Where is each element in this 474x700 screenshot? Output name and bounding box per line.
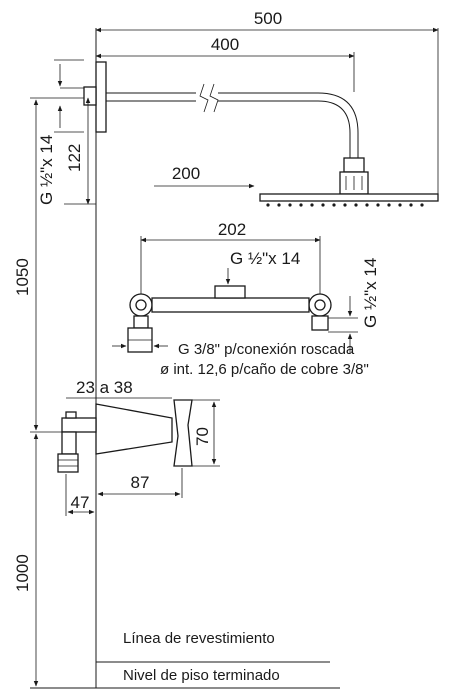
nozzle-dot: [398, 203, 402, 207]
dimension-47-label: 47: [71, 493, 90, 512]
nozzle-dot: [310, 203, 314, 207]
nozzle-dot: [321, 203, 325, 207]
dimension-1050-label: 1050: [13, 258, 32, 296]
shower-arm: [106, 83, 359, 158]
dimension-87-label: 87: [131, 473, 150, 492]
nozzle-dot: [354, 203, 358, 207]
mixer-spout: [57, 403, 173, 473]
wall-line-label: Línea de revestimiento: [123, 630, 275, 647]
nozzle-dot: [288, 203, 292, 207]
arm-thread-dimension: [54, 59, 84, 133]
valve-side-thread-dimension: [328, 296, 358, 354]
dimension-500-label: 500: [254, 9, 282, 28]
arm-thread-label: G ½"x 14: [37, 135, 56, 205]
dimension-1000: [30, 431, 62, 687]
connection-note-line2: ø int. 12,6 p/caño de cobre 3/8": [160, 361, 369, 378]
nozzle-dot: [277, 203, 281, 207]
nozzle-dot: [409, 203, 413, 207]
dimension-70: [192, 399, 220, 467]
dimension-47: [65, 474, 95, 516]
dimension-122-label: 122: [65, 144, 84, 172]
valve-side-thread-label: G ½"x 14: [361, 258, 380, 328]
dimension-400-label: 400: [211, 35, 239, 54]
dimension-122: [64, 97, 96, 205]
mixer-handle: [173, 399, 193, 467]
nozzle-dot: [365, 203, 369, 207]
dimension-23-38-label: 23 a 38: [76, 378, 133, 397]
floor-line-label: Nivel de piso terminado: [123, 667, 280, 684]
nozzle-dot: [332, 203, 336, 207]
dimension-87: [97, 468, 183, 498]
valve-body: [127, 285, 332, 353]
dimension-1000-label: 1000: [13, 554, 32, 592]
nozzle-dot: [420, 203, 424, 207]
dimension-400: [95, 52, 355, 92]
dimension-202: [140, 236, 321, 294]
shower-head: [259, 157, 439, 207]
dimension-500: [95, 27, 439, 194]
nozzle-dot: [376, 203, 380, 207]
nozzle-dot: [343, 203, 347, 207]
dimension-1050: [30, 97, 84, 431]
dimension-70-label: 70: [193, 427, 212, 446]
valve-top-thread-label: G ½"x 14: [230, 249, 300, 268]
nozzle-row: [266, 203, 424, 207]
nozzle-dot: [387, 203, 391, 207]
dimension-202-label: 202: [218, 220, 246, 239]
wall-flange: [83, 61, 107, 133]
nozzle-dot: [299, 203, 303, 207]
dimension-200-label: 200: [172, 164, 200, 183]
nozzle-dot: [266, 203, 270, 207]
connection-note-line1: G 3/8" p/conexión roscada: [178, 341, 355, 358]
